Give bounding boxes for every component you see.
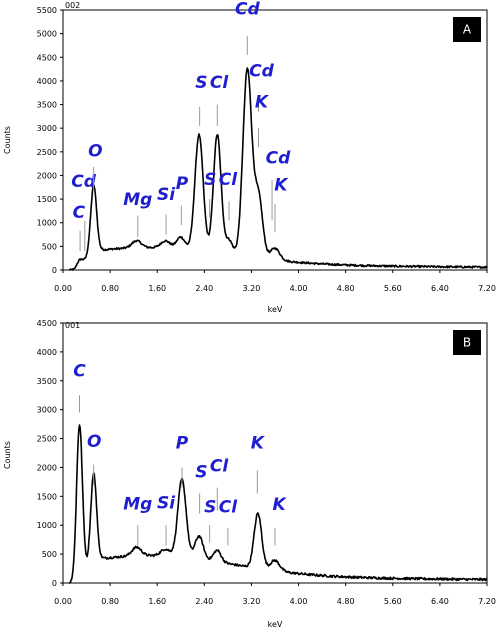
element-label: C xyxy=(73,203,86,223)
x-axis-label: keV xyxy=(268,620,283,629)
panel-badge-label: A xyxy=(463,23,472,37)
y-tick-label: 5500 xyxy=(37,6,57,15)
element-label: P xyxy=(176,174,189,194)
y-tick-label: 0 xyxy=(52,266,57,275)
element-label: Cl xyxy=(210,456,229,476)
element-label: K xyxy=(255,92,270,112)
x-tick-label: 4.80 xyxy=(337,597,355,606)
y-tick-label: 0 xyxy=(52,579,57,588)
element-label: S xyxy=(204,170,216,190)
y-tick-label: 1000 xyxy=(37,521,57,530)
element-label: Mg xyxy=(123,495,152,515)
y-tick-label: 2000 xyxy=(37,463,57,472)
plot-frame xyxy=(62,322,488,584)
y-tick-label: 500 xyxy=(42,242,57,251)
y-tick-label: 4500 xyxy=(37,53,57,62)
y-tick-label: 2000 xyxy=(37,171,57,180)
element-label: K xyxy=(273,495,288,515)
x-axis-label: keV xyxy=(268,305,283,314)
spectrum-id-label: 001 xyxy=(65,321,80,330)
element-label: Cl xyxy=(219,170,238,190)
plot-frame xyxy=(62,9,488,271)
y-axis-label: Counts xyxy=(3,126,12,154)
x-tick-label: 4.00 xyxy=(290,597,308,606)
spectrum-line xyxy=(68,67,488,271)
element-label: S xyxy=(195,73,207,93)
x-tick-label: 0.80 xyxy=(101,597,119,606)
y-tick-label: 3000 xyxy=(37,124,57,133)
y-tick-label: 1500 xyxy=(37,195,57,204)
element-label: S xyxy=(195,462,207,482)
element-label: K xyxy=(251,433,266,453)
x-tick-label: 2.40 xyxy=(195,284,213,293)
x-tick-label: 0.00 xyxy=(54,597,72,606)
x-tick-label: 6.40 xyxy=(431,284,449,293)
x-tick-label: 4.00 xyxy=(290,284,308,293)
y-tick-label: 1000 xyxy=(37,219,57,228)
x-tick-label: 1.60 xyxy=(148,597,166,606)
x-tick-label: 5.60 xyxy=(384,597,402,606)
y-tick-label: 2500 xyxy=(37,435,57,444)
x-tick-label: 7.20 xyxy=(478,284,496,293)
y-tick-label: 4500 xyxy=(37,319,57,328)
x-tick-label: 0.80 xyxy=(101,284,119,293)
panel-badge xyxy=(453,330,481,355)
x-tick-label: 3.20 xyxy=(243,284,261,293)
x-tick-label: 1.60 xyxy=(148,284,166,293)
element-label: P xyxy=(176,433,189,453)
panel-a: 002 0 500 1000 1500 2000 2500 3000 3500 4000 4500 5… xyxy=(3,0,496,314)
x-tick-label: 0.00 xyxy=(54,284,72,293)
spectrum-line xyxy=(68,424,488,584)
x-tick-label: 3.20 xyxy=(243,597,261,606)
y-tick-label: 3500 xyxy=(37,377,57,386)
y-tick-label: 1500 xyxy=(37,492,57,501)
element-label: Cd xyxy=(235,0,260,20)
x-tick-label: 2.40 xyxy=(195,597,213,606)
element-label: O xyxy=(88,142,102,162)
y-axis-label: Counts xyxy=(3,441,12,469)
y-tick-label: 500 xyxy=(42,550,57,559)
y-tick-label: 5000 xyxy=(37,30,57,39)
y-tick-label: 4000 xyxy=(37,77,57,86)
panel-b: 001 0 500 1000 1500 2000 2500 3000 3500 4000 4500 0… xyxy=(3,319,496,629)
element-label: O xyxy=(87,432,101,452)
spectrum-id-label: 002 xyxy=(65,1,80,10)
x-tick-label: 6.40 xyxy=(431,597,449,606)
element-label: Si xyxy=(157,185,176,205)
element-label: C xyxy=(73,362,86,382)
x-tick-label: 7.20 xyxy=(478,597,496,606)
element-label: Cd xyxy=(266,149,291,169)
element-label: Cl xyxy=(210,73,229,93)
y-tick-label: 3500 xyxy=(37,101,57,110)
element-label: Mg xyxy=(123,190,152,210)
element-label: Cd xyxy=(249,62,274,82)
element-label: S xyxy=(204,498,216,518)
element-label: K xyxy=(274,176,289,196)
panel-badge-label: B xyxy=(463,336,471,350)
element-label: Si xyxy=(157,493,176,513)
element-label: Cl xyxy=(219,498,238,518)
element-label: Cd xyxy=(71,172,96,192)
x-tick-label: 4.80 xyxy=(337,284,355,293)
y-tick-label: 2500 xyxy=(37,148,57,157)
y-tick-label: 3000 xyxy=(37,406,57,415)
y-tick-label: 4000 xyxy=(37,348,57,357)
panel-badge xyxy=(453,17,481,42)
x-tick-label: 5.60 xyxy=(384,284,402,293)
